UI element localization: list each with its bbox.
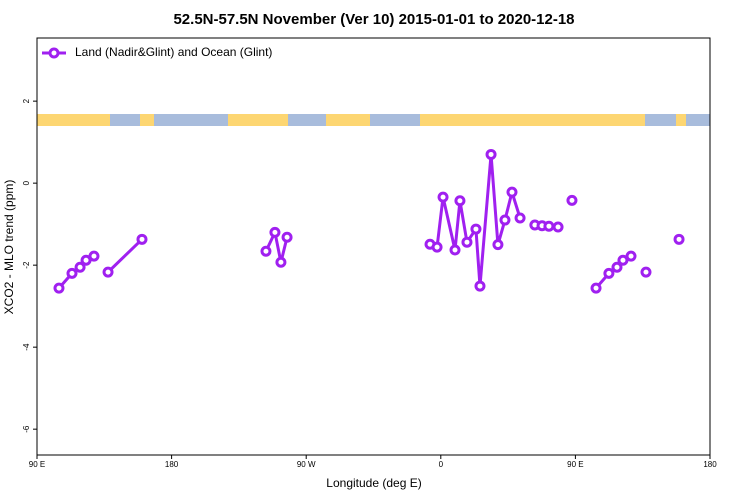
x-tick-label: 180 bbox=[703, 460, 717, 469]
data-point bbox=[566, 194, 578, 206]
data-point bbox=[514, 212, 526, 224]
land-ocean-strip bbox=[37, 114, 710, 126]
x-axis-label: Longitude (deg E) bbox=[326, 476, 421, 490]
y-tick-label: 2 bbox=[22, 98, 31, 103]
plot-frame bbox=[36, 37, 711, 456]
data-point bbox=[603, 267, 615, 279]
data-point bbox=[673, 233, 685, 245]
y-tick-label: -2 bbox=[22, 261, 31, 269]
data-point bbox=[431, 241, 443, 253]
data-point bbox=[260, 245, 272, 257]
data-point bbox=[552, 221, 564, 233]
series-line bbox=[59, 154, 679, 288]
x-tick-label: 90 W bbox=[297, 460, 316, 469]
data-point bbox=[492, 239, 504, 251]
data-point bbox=[640, 266, 652, 278]
data-point bbox=[437, 191, 449, 203]
data-point bbox=[474, 280, 486, 292]
data-point bbox=[611, 261, 623, 273]
y-tick-label: -4 bbox=[22, 343, 31, 351]
data-point bbox=[506, 186, 518, 198]
data-point bbox=[449, 244, 461, 256]
data-point bbox=[485, 148, 497, 160]
data-point bbox=[543, 220, 555, 232]
data-point bbox=[625, 250, 637, 262]
data-point bbox=[590, 282, 602, 294]
chart-title: 52.5N-57.5N November (Ver 10) 2015-01-01… bbox=[173, 11, 574, 28]
data-point bbox=[470, 223, 482, 235]
data-point bbox=[136, 233, 148, 245]
legend-label: Land (Nadir&Glint) and Ocean (Glint) bbox=[75, 45, 272, 59]
y-axis-label: XCO2 - MLO trend (ppm) bbox=[2, 180, 16, 315]
x-tick-label: 0 bbox=[439, 460, 444, 469]
x-tick-label: 90 E bbox=[29, 460, 45, 469]
y-tick-label: 0 bbox=[22, 180, 31, 185]
data-point bbox=[102, 266, 114, 278]
data-point bbox=[275, 256, 287, 268]
data-point bbox=[88, 250, 100, 262]
data-point bbox=[454, 195, 466, 207]
data-point bbox=[617, 254, 629, 266]
legend-marker bbox=[48, 47, 60, 59]
data-point bbox=[80, 254, 92, 266]
data-point bbox=[269, 226, 281, 238]
x-tick-label: 180 bbox=[165, 460, 179, 469]
data-point bbox=[461, 236, 473, 248]
data-point bbox=[499, 214, 511, 226]
data-point bbox=[281, 231, 293, 243]
x-tick-label: 90 E bbox=[567, 460, 583, 469]
data-point bbox=[53, 282, 65, 294]
y-tick-label: -6 bbox=[22, 425, 31, 433]
data-point bbox=[74, 261, 86, 273]
data-point bbox=[66, 267, 78, 279]
